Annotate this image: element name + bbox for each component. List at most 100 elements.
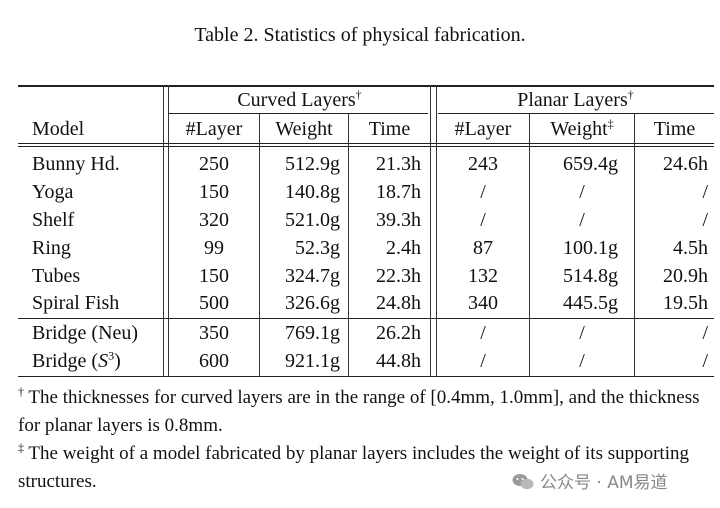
curved-layers-dagger: † bbox=[355, 87, 362, 102]
planar-weight-cell: 100.1g bbox=[563, 237, 618, 259]
planar-layer-cell: / bbox=[480, 181, 486, 203]
model-cell: Spiral Fish bbox=[32, 292, 120, 314]
planar-time-cell: 4.5h bbox=[673, 237, 708, 259]
curved-layer-cell: 320 bbox=[199, 209, 229, 231]
planar-group-rule bbox=[438, 113, 714, 114]
curved-col-rule-1 bbox=[259, 114, 260, 377]
planar-weight-ddagger: ‡ bbox=[607, 116, 614, 131]
model-cell-prefix: Bridge ( bbox=[32, 350, 99, 372]
planar-weight-cell: 659.4g bbox=[563, 153, 618, 175]
curved-layer-cell: 600 bbox=[199, 350, 229, 372]
table-caption: Table 2. Statistics of physical fabricat… bbox=[194, 24, 526, 46]
planar-time-cell: / bbox=[702, 322, 708, 344]
planar-layer-cell: 87 bbox=[473, 237, 493, 259]
planar-layer-cell: / bbox=[480, 209, 486, 231]
planar-weight-label: Weight bbox=[550, 118, 608, 140]
curved-weight-cell: 521.0g bbox=[285, 209, 340, 231]
planar-time-cell: / bbox=[702, 209, 708, 231]
model-cell: Bridge (S3) bbox=[32, 349, 121, 373]
footnote-ddagger-mark: ‡ bbox=[18, 440, 24, 455]
curved-weight-cell: 140.8g bbox=[285, 181, 340, 203]
planar-time-cell: 24.6h bbox=[663, 153, 708, 175]
planar-weight-column-header: Weight‡ bbox=[530, 117, 634, 141]
planar-col-rule-1 bbox=[529, 114, 530, 377]
curved-time-cell: 21.3h bbox=[376, 153, 421, 175]
model-column-header: Model bbox=[32, 118, 85, 140]
model-cell-superscript: 3 bbox=[108, 348, 115, 363]
curved-time-cell: 18.7h bbox=[376, 181, 421, 203]
planar-layers-label: Planar Layers bbox=[517, 89, 628, 111]
model-cell: Bunny Hd. bbox=[32, 153, 120, 175]
curved-layer-column-header: #Layer bbox=[185, 118, 243, 140]
footnote-dagger: † The thicknesses for curved layers are … bbox=[18, 384, 708, 440]
watermark: 公众号 · AM易道 bbox=[512, 468, 668, 493]
planar-layers-header: Planar Layers† bbox=[437, 88, 714, 112]
curved-weight-cell: 921.1g bbox=[285, 350, 340, 372]
planar-weight-cell: 514.8g bbox=[563, 265, 618, 287]
planar-layers-dagger: † bbox=[627, 87, 634, 102]
planar-weight-cell: / bbox=[579, 350, 585, 372]
planar-layer-cell: 340 bbox=[468, 292, 498, 314]
curved-weight-cell: 326.6g bbox=[285, 292, 340, 314]
model-cell: Ring bbox=[32, 237, 71, 259]
watermark-text: 公众号 · AM易道 bbox=[540, 473, 668, 493]
model-cell: Tubes bbox=[32, 265, 81, 287]
planar-time-cell: 19.5h bbox=[663, 292, 708, 314]
group-double-rule-a bbox=[430, 85, 431, 377]
planar-weight-cell: / bbox=[579, 181, 585, 203]
curved-layer-cell: 250 bbox=[199, 153, 229, 175]
group-double-rule-b bbox=[436, 85, 437, 377]
fabrication-table: Curved Layers† Planar Layers† Model #Lay… bbox=[18, 85, 714, 377]
curved-time-column-header: Time bbox=[368, 118, 411, 140]
curved-layer-cell: 99 bbox=[204, 237, 224, 259]
planar-layer-cell: 243 bbox=[468, 153, 498, 175]
group-divider-rule bbox=[18, 318, 714, 319]
curved-layer-cell: 150 bbox=[199, 181, 229, 203]
planar-weight-cell: / bbox=[579, 209, 585, 231]
curved-weight-cell: 52.3g bbox=[295, 237, 340, 259]
planar-time-column-header: Time bbox=[653, 118, 696, 140]
model-cell: Yoga bbox=[32, 181, 74, 203]
planar-weight-cell: 445.5g bbox=[563, 292, 618, 314]
planar-weight-cell: / bbox=[579, 322, 585, 344]
curved-layer-cell: 500 bbox=[199, 292, 229, 314]
curved-layer-cell: 150 bbox=[199, 265, 229, 287]
curved-time-cell: 24.8h bbox=[376, 292, 421, 314]
planar-layer-column-header: #Layer bbox=[454, 118, 512, 140]
footnote-double-dagger: ‡ The weight of a model fabricated by pl… bbox=[18, 440, 708, 496]
curved-time-cell: 39.3h bbox=[376, 209, 421, 231]
planar-layer-cell: / bbox=[480, 350, 486, 372]
model-double-rule-b bbox=[168, 85, 169, 377]
wechat-icon bbox=[512, 473, 534, 491]
curved-time-cell: 44.8h bbox=[376, 350, 421, 372]
model-cell-suffix: ) bbox=[114, 350, 121, 372]
table-bottom-rule bbox=[18, 376, 714, 377]
planar-time-cell: / bbox=[702, 350, 708, 372]
curved-layer-cell: 350 bbox=[199, 322, 229, 344]
footnote-ddagger-text: The weight of a model fabricated by plan… bbox=[18, 443, 689, 492]
planar-layer-cell: / bbox=[480, 322, 486, 344]
planar-col-rule-2 bbox=[634, 114, 635, 377]
curved-col-rule-2 bbox=[348, 114, 349, 377]
planar-time-cell: 20.9h bbox=[663, 265, 708, 287]
planar-time-cell: / bbox=[702, 181, 708, 203]
curved-layers-label: Curved Layers bbox=[237, 89, 356, 111]
curved-layers-header: Curved Layers† bbox=[169, 88, 430, 112]
model-double-rule-a bbox=[163, 85, 164, 377]
planar-layer-cell: 132 bbox=[468, 265, 498, 287]
model-cell: Bridge (Neu) bbox=[32, 322, 139, 344]
footnote-dagger-text: The thicknesses for curved layers are in… bbox=[18, 387, 700, 436]
curved-weight-cell: 769.1g bbox=[285, 322, 340, 344]
curved-time-cell: 22.3h bbox=[376, 265, 421, 287]
curved-time-cell: 26.2h bbox=[376, 322, 421, 344]
curved-weight-column-header: Weight bbox=[275, 118, 333, 140]
model-cell-italic: S bbox=[98, 350, 109, 372]
curved-weight-cell: 324.7g bbox=[285, 265, 340, 287]
header-rule-second bbox=[18, 146, 714, 147]
curved-weight-cell: 512.9g bbox=[285, 153, 340, 175]
curved-time-cell: 2.4h bbox=[386, 237, 421, 259]
footnote-dagger-mark: † bbox=[18, 384, 24, 399]
curved-group-rule bbox=[169, 113, 428, 114]
header-rule bbox=[18, 143, 714, 144]
model-cell: Shelf bbox=[32, 209, 75, 231]
